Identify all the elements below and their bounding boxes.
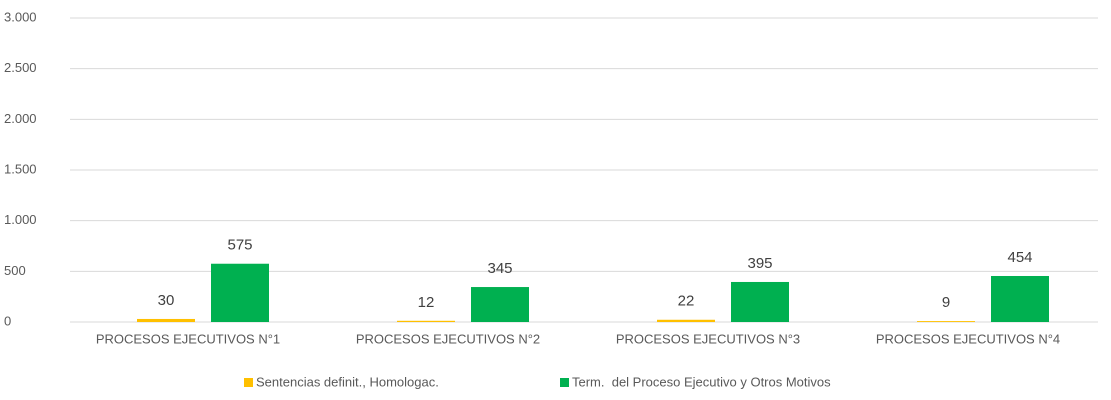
data-label: 22 — [678, 293, 695, 310]
bar — [991, 275, 1049, 322]
legend-label: Sentencias definit., Homologac. — [256, 374, 439, 389]
data-label: 345 — [487, 260, 512, 277]
y-tick-label: 0 — [4, 313, 11, 328]
data-label: 12 — [418, 294, 435, 311]
bar — [657, 319, 715, 322]
y-tick-label: 500 — [4, 263, 26, 278]
bar — [917, 321, 975, 322]
bar — [137, 318, 195, 322]
bar — [211, 263, 269, 322]
data-label: 575 — [227, 237, 252, 254]
y-tick-label: 2.500 — [4, 60, 37, 75]
x-tick-label: PROCESOS EJECUTIVOS N°3 — [616, 331, 800, 346]
x-tick-label: PROCESOS EJECUTIVOS N°2 — [356, 331, 540, 346]
y-tick-label: 2.000 — [4, 111, 37, 126]
legend-swatch — [244, 378, 253, 387]
data-label: 395 — [747, 255, 772, 272]
bar — [397, 320, 455, 322]
data-label: 454 — [1007, 249, 1032, 266]
data-label: 30 — [158, 292, 175, 309]
bar — [471, 287, 529, 322]
data-label: 9 — [942, 294, 950, 311]
x-tick-label: PROCESOS EJECUTIVOS N°1 — [96, 331, 280, 346]
y-tick-label: 3.000 — [4, 9, 37, 24]
x-tick-label: PROCESOS EJECUTIVOS N°4 — [876, 331, 1060, 346]
y-tick-label: 1.500 — [4, 161, 37, 176]
bar — [731, 281, 789, 322]
legend-label: Term. del Proceso Ejecutivo y Otros Moti… — [572, 374, 831, 389]
legend-swatch — [560, 378, 569, 387]
y-tick-label: 1.000 — [4, 212, 37, 227]
